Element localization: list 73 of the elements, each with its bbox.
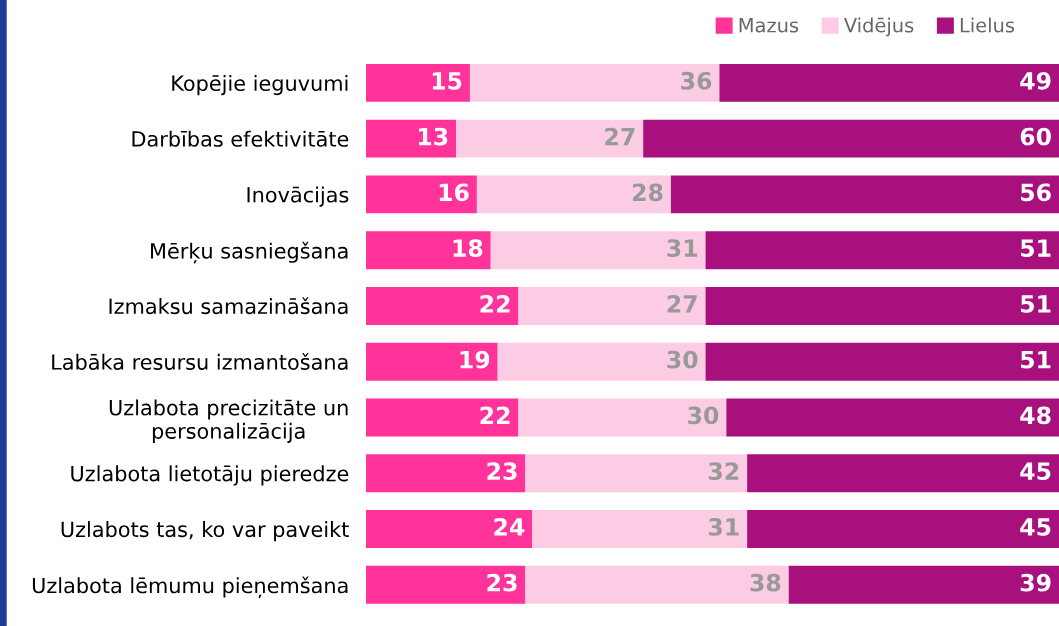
data-label: 32	[708, 462, 739, 481]
data-label: 23	[487, 573, 517, 592]
bar	[476, 175, 671, 214]
y-tick-label: Kopējie ieguvumi	[172, 74, 348, 96]
data-label: 28	[633, 183, 663, 202]
y-tick-label: Izmaksu samazināšana	[109, 297, 348, 315]
data-label: 45	[1020, 518, 1051, 536]
data-label: 24	[494, 517, 525, 536]
y-tick-label: Labāka resursu izmantošana	[52, 352, 348, 370]
bar	[518, 398, 727, 437]
bar	[719, 63, 1059, 102]
y-tick-label: Uzlabota precizitāte un personalizācija	[109, 399, 348, 443]
y-tick-label: Uzlabota lietotāju pieredze	[71, 465, 349, 486]
data-label: 39	[1020, 573, 1051, 592]
bar	[366, 510, 533, 548]
data-label: 15	[432, 72, 462, 90]
bar	[670, 175, 1059, 214]
data-label: 56	[1021, 183, 1051, 202]
bar	[747, 454, 1059, 493]
data-label: 38	[750, 573, 781, 592]
data-label: 49	[1020, 71, 1051, 90]
bar	[788, 565, 1059, 604]
data-label: 51	[1021, 239, 1051, 258]
data-label: 22	[480, 406, 510, 424]
data-label: 13	[418, 127, 448, 146]
bar	[456, 119, 644, 158]
bar	[705, 342, 1059, 381]
data-label: 27	[605, 127, 635, 146]
data-label: 30	[688, 406, 719, 425]
data-label: 51	[1021, 350, 1051, 369]
y-tick-label: Darbības efektivitāte	[132, 130, 349, 147]
bar	[747, 510, 1059, 548]
bar	[366, 286, 519, 325]
bar	[366, 565, 526, 604]
bar	[532, 510, 748, 548]
bar	[366, 454, 526, 493]
data-label: 36	[681, 71, 712, 90]
legend-label: Mazus	[739, 18, 799, 33]
bar	[643, 119, 1059, 158]
data-label: 31	[667, 239, 698, 258]
bar	[366, 119, 457, 158]
bar	[366, 342, 498, 381]
data-label: 22	[480, 294, 510, 313]
data-label: 48	[1020, 406, 1051, 425]
data-label: 45	[1020, 462, 1051, 481]
bar	[490, 231, 706, 270]
data-label: 19	[460, 350, 490, 369]
data-label: 27	[667, 294, 697, 313]
data-label: 51	[1021, 295, 1051, 313]
bar	[497, 342, 706, 381]
bar	[366, 63, 470, 102]
bar	[525, 565, 789, 604]
y-tick-label: Inovācijas	[247, 186, 349, 207]
legend-label: Lielus	[960, 17, 1015, 33]
bar	[518, 286, 706, 325]
bar	[726, 398, 1059, 437]
data-label: 30	[667, 350, 698, 369]
bar	[705, 231, 1059, 270]
bar	[705, 286, 1059, 325]
bar	[366, 175, 477, 214]
data-label: 18	[453, 239, 483, 258]
data-label: 60	[1020, 127, 1051, 146]
bar	[366, 231, 491, 270]
data-label: 23	[487, 462, 517, 481]
y-tick-label: Uzlabota lēmumu pieņemšana	[32, 576, 348, 599]
legend-label: Vidējus	[843, 17, 914, 37]
bar	[469, 63, 720, 102]
data-label: 16	[439, 183, 469, 202]
y-tick-label: Mērķu sasniegšana	[151, 241, 348, 264]
bar	[366, 398, 519, 437]
y-tick-label: Uzlabots tas, ko var paveikt	[61, 521, 349, 542]
bar	[525, 454, 748, 493]
data-label: 31	[708, 517, 739, 536]
